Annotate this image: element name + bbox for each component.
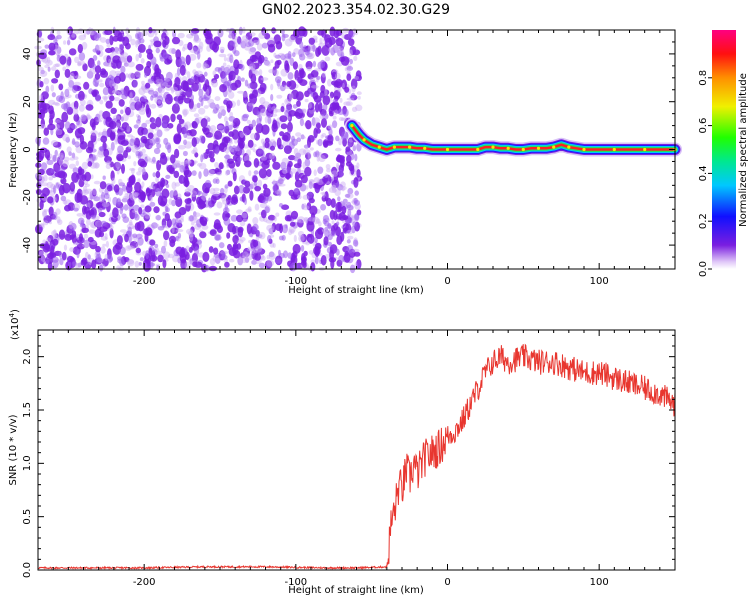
- snr-series-line: [37, 343, 676, 571]
- frequency-ridge: [344, 118, 682, 157]
- x-tick-label: -200: [133, 577, 156, 588]
- noise-scatter: [34, 26, 363, 274]
- y-tick-label: 1.5: [22, 402, 33, 418]
- x-tick-label: 0: [444, 577, 450, 588]
- colorbar-tick-label: 0.2: [698, 213, 709, 229]
- y-tick-label: 0.0: [22, 562, 33, 578]
- colorbar-tick-label: 0.4: [698, 165, 709, 181]
- y-tick-label: 1.0: [22, 455, 33, 471]
- y-tick-label: 2.0: [22, 349, 33, 365]
- snr-x-ticks: -200 -100 0 100: [37, 330, 676, 588]
- snr-scale-note: (x104): [8, 309, 21, 340]
- spectrogram-y-ticks: -40 -20 0 20 40: [22, 29, 675, 270]
- colorbar-ticks: 0.0 0.2 0.4 0.6 0.8: [698, 70, 712, 277]
- colorbar: 0.0 0.2 0.4 0.6 0.8 Normalized spectral ampl…: [698, 30, 749, 277]
- spectrogram-y-label: Frequency (Hz): [8, 112, 19, 188]
- y-tick-label: 40: [22, 48, 33, 61]
- colorbar-tick-label: 0.0: [698, 261, 709, 277]
- colorbar-label: Normalized spectral amplitude: [738, 73, 749, 227]
- x-tick-label: 100: [590, 276, 609, 287]
- colorbar-tick-label: 0.8: [698, 70, 709, 86]
- x-tick-label: -200: [133, 276, 156, 287]
- colorbar-gradient: [712, 30, 736, 269]
- spectrogram-x-ticks: -200 -100 0 100: [37, 30, 676, 287]
- snr-panel: -200 -100 0 100 0.0 0.5 1.0 1.5 2.0 Height of s…: [8, 309, 676, 596]
- x-tick-label: 0: [444, 276, 450, 287]
- snr-y-ticks: 0.0 0.5 1.0 1.5 2.0: [22, 334, 675, 578]
- x-tick-label: -100: [284, 577, 307, 588]
- figure-title: GN02.2023.354.02.30.G29: [262, 2, 450, 18]
- snr-y-label: SNR (10 * v/v): [8, 414, 19, 485]
- x-tick-label: -100: [284, 276, 307, 287]
- y-tick-label: 20: [22, 95, 33, 108]
- spectrogram-x-label: Height of straight line (km): [288, 285, 424, 296]
- colorbar-tick-label: 0.6: [698, 118, 709, 134]
- y-tick-label: -20: [22, 189, 33, 205]
- x-tick-label: 100: [590, 577, 609, 588]
- y-tick-label: 0.5: [22, 509, 33, 525]
- y-tick-label: -40: [22, 237, 33, 253]
- y-tick-label: 0: [22, 146, 33, 152]
- snr-x-label: Height of straight line (km): [288, 585, 424, 596]
